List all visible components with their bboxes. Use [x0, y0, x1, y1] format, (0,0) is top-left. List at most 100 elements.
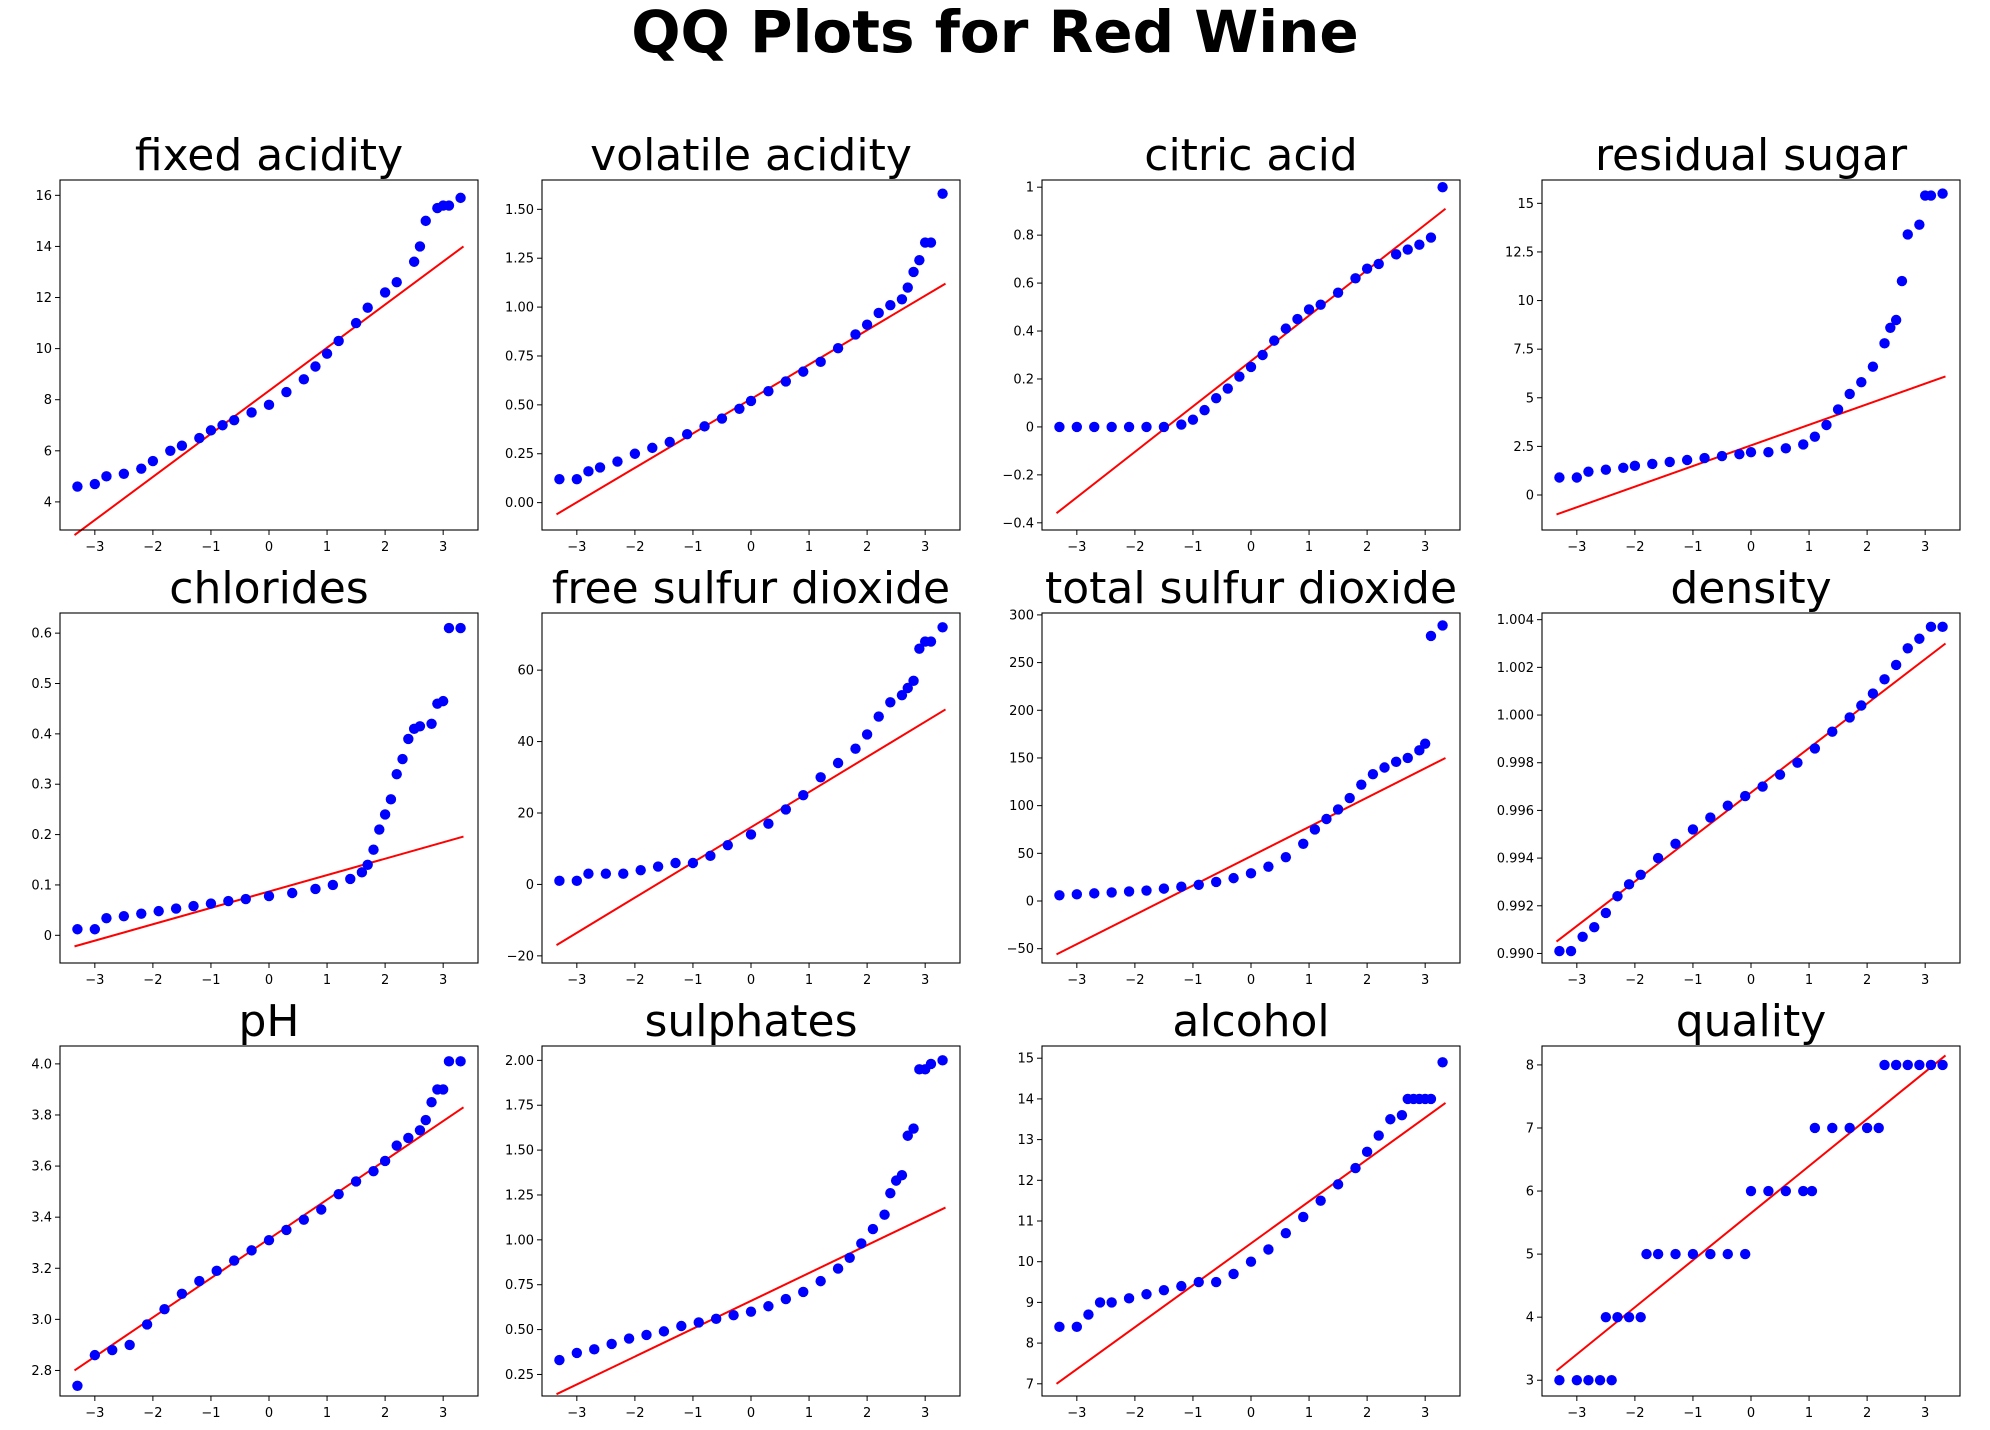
qq-point: [885, 299, 896, 311]
qq-point: [763, 818, 774, 829]
qq-point: [1925, 190, 1937, 201]
qq-point: [455, 192, 466, 204]
qq-point: [333, 335, 344, 347]
qq-point: [391, 768, 402, 780]
y-tick-label: 3.6: [31, 1160, 52, 1175]
qq-point: [1937, 621, 1948, 633]
x-tick-label: −2: [143, 973, 162, 988]
x-tick-label: 0: [747, 540, 755, 555]
x-tick-label: −2: [1625, 973, 1644, 988]
y-tick-label: 0.2: [1013, 372, 1034, 387]
qq-point: [1350, 1162, 1361, 1174]
qq-point: [710, 1313, 722, 1325]
qq-point: [153, 905, 164, 917]
qq-point: [798, 789, 809, 801]
y-tick-label: 0.00: [505, 496, 534, 511]
qq-point: [1106, 887, 1117, 898]
qq-point: [1612, 891, 1623, 902]
qq-point: [1705, 812, 1716, 823]
y-tick-label: 1.75: [505, 1099, 534, 1114]
qq-point: [1844, 712, 1855, 723]
qq-point: [1879, 674, 1890, 685]
x-tick-label: 1: [323, 1406, 331, 1421]
x-tick-label: 3: [1421, 1406, 1429, 1421]
qq-point: [1583, 466, 1594, 477]
qq-point: [403, 1132, 414, 1144]
qq-point: [437, 1084, 449, 1095]
qq-point: [101, 912, 112, 924]
y-tick-label: 1.002: [1497, 661, 1534, 676]
qq-point: [908, 675, 919, 687]
qq-point: [554, 473, 565, 485]
qq-point: [658, 1326, 670, 1337]
qq-point: [350, 317, 362, 329]
qq-point: [194, 1275, 205, 1287]
y-tick-label: 10: [1017, 1255, 1034, 1270]
qq-point: [1594, 1375, 1606, 1386]
qq-point: [1832, 404, 1844, 415]
qq-point: [443, 622, 455, 634]
qq-point: [1914, 219, 1925, 230]
qq-point: [1739, 790, 1751, 802]
x-tick-label: 2: [381, 540, 389, 555]
qq-point: [1664, 456, 1675, 468]
qq-point: [327, 879, 339, 891]
qq-point: [1123, 421, 1135, 433]
qq-point: [914, 254, 925, 266]
panel-title: pH: [238, 996, 299, 1047]
y-tick-label: 2.5: [1513, 440, 1534, 455]
y-tick-label: 12.5: [1505, 245, 1534, 260]
qq-point: [623, 1333, 635, 1344]
qq-point: [1402, 244, 1413, 255]
panel-title: density: [1670, 563, 1831, 614]
qq-point: [908, 266, 919, 278]
qq-point: [618, 868, 629, 879]
qq-point: [1332, 287, 1344, 298]
x-tick-label: −3: [1567, 973, 1586, 988]
qq-point: [925, 1058, 937, 1070]
qq-point: [693, 1317, 704, 1328]
qq-point: [676, 1320, 687, 1332]
y-tick-label: 14: [1017, 1092, 1034, 1107]
qq-point: [1373, 1130, 1384, 1141]
y-tick-label: 3.4: [31, 1211, 52, 1226]
qq-point: [1589, 922, 1600, 933]
qq-point: [925, 636, 937, 647]
qq-point: [571, 875, 583, 887]
y-tick-label: 1.50: [505, 203, 534, 218]
qq-point: [647, 442, 658, 454]
x-tick-label: 2: [863, 973, 871, 988]
qq-point: [385, 794, 397, 805]
qq-point: [1298, 1211, 1309, 1223]
qq-point: [1827, 726, 1838, 737]
qq-point: [1647, 458, 1658, 470]
qq-point: [1321, 813, 1332, 825]
qq-panel-ph: pH −3 −2 −1 0 1 2 3 2.8 3.0 3.2 3.4 3.6 3.8 4.0: [31, 996, 479, 1421]
axes-frame: [1041, 179, 1461, 531]
qq-point: [1554, 945, 1565, 957]
qq-point: [798, 1286, 809, 1298]
x-tick-label: −2: [625, 1406, 644, 1421]
qq-point: [937, 1055, 948, 1066]
x-tick-label: 1: [1305, 1406, 1313, 1421]
qq-point: [194, 432, 205, 444]
panel-title: residual sugar: [1595, 130, 1908, 181]
qq-point: [652, 861, 664, 872]
qq-point: [554, 875, 565, 887]
qq-point: [298, 1214, 310, 1225]
qq-panel-citric-acid: citric acid −3 −2 −1 0 1 2 3 −0.4 −0.2 0 0.2 0.4 0.6 0…: [1002, 130, 1461, 555]
qq-point: [420, 1114, 431, 1126]
axes-frame: [1541, 179, 1961, 531]
qq-point: [362, 859, 373, 870]
qq-point: [635, 864, 646, 876]
qq-point: [687, 857, 699, 869]
x-tick-label: 1: [1805, 540, 1813, 555]
qq-point: [176, 1288, 188, 1300]
qq-point: [1861, 1122, 1873, 1134]
panel-title: chlorides: [169, 563, 368, 614]
qq-point: [1745, 1185, 1757, 1197]
qq-point: [136, 908, 147, 919]
qq-point: [1641, 1248, 1652, 1260]
qq-point: [1199, 404, 1210, 416]
qq-point: [205, 425, 217, 436]
